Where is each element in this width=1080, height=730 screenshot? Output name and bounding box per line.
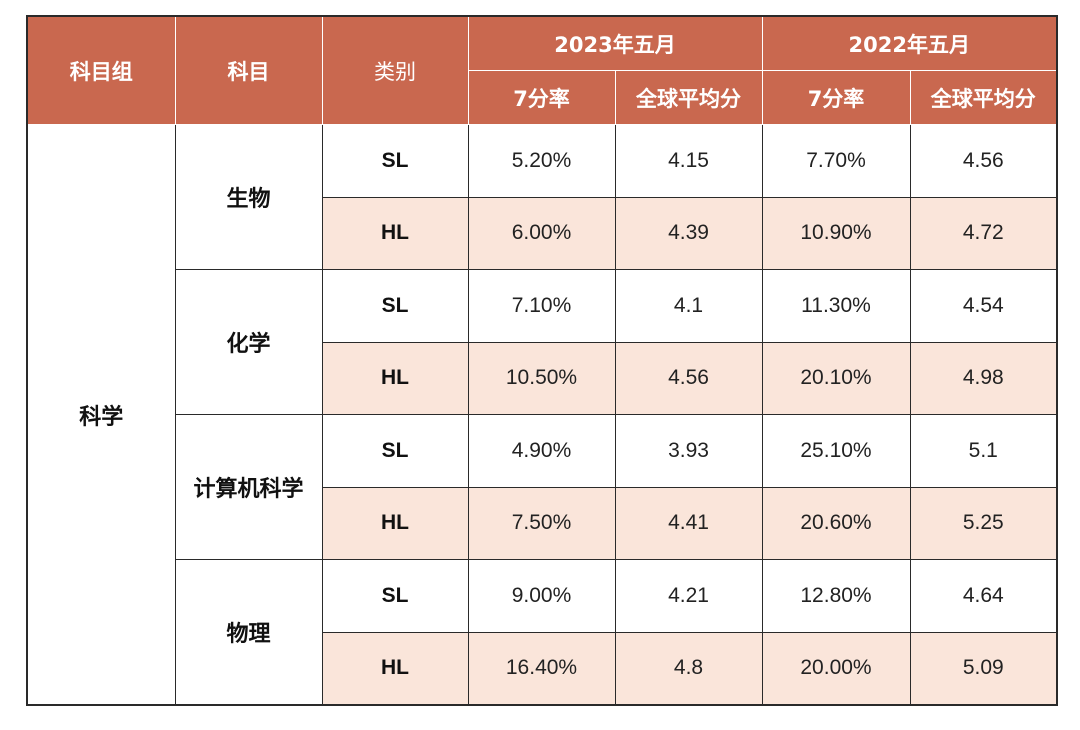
rate-2023-cell: 5.20% (467, 124, 616, 198)
rate-2023-cell: 6.00% (467, 196, 616, 270)
avg-2022-cell: 4.72 (909, 196, 1058, 270)
score-table-container: 科目组 科目 类别 2023年五月 2022年五月 7分率 全球平均分 7分率 … (26, 15, 1058, 706)
avg-2023-cell: 4.41 (614, 486, 763, 560)
avg-2023-cell: 4.8 (614, 631, 763, 706)
table-row: HL 16.40% 4.8 20.00% 5.09 (27, 631, 1058, 706)
avg-2022-cell: 5.1 (909, 414, 1058, 488)
table-header: 科目组 科目 类别 2023年五月 2022年五月 7分率 全球平均分 7分率 … (26, 15, 1058, 125)
rate-2023-cell: 9.00% (467, 559, 616, 633)
rate-2022-cell: 10.90% (761, 196, 911, 270)
rate-2022-cell: 20.10% (761, 341, 911, 415)
avg-2022-cell: 5.25 (909, 486, 1058, 560)
level-cell: SL (321, 124, 469, 198)
level-cell: HL (321, 341, 469, 415)
level-cell: HL (321, 196, 469, 270)
level-cell: SL (321, 414, 469, 488)
level-cell: SL (321, 559, 469, 633)
avg-2023-cell: 4.15 (614, 124, 763, 198)
header-year-2023: 2023年五月 (467, 15, 763, 71)
subject-cell: 计算机科学 (174, 414, 323, 560)
table-row: 计算机科学 SL 4.90% 3.93 25.10% 5.1 (27, 414, 1058, 560)
header-group: 科目组 (26, 15, 176, 125)
group-cell: 科学 (26, 124, 176, 706)
table-row: 物理 SL 9.00% 4.21 12.80% 4.64 (27, 559, 1058, 706)
header-rate-2023: 7分率 (467, 70, 616, 125)
avg-2023-cell: 3.93 (614, 414, 763, 488)
rate-2023-cell: 16.40% (467, 631, 616, 706)
header-subject: 科目 (174, 15, 323, 125)
table-body: 科学 生物 SL 5.20% 4.15 7.70% 4.56 HL 6.00% … (26, 124, 1058, 706)
avg-2022-cell: 4.56 (909, 124, 1058, 198)
avg-2022-cell: 4.98 (909, 341, 1058, 415)
header-avg-2022: 全球平均分 (909, 70, 1058, 125)
level-cell: SL (321, 269, 469, 343)
rate-2023-cell: 7.50% (467, 486, 616, 560)
header-category: 类别 (321, 15, 469, 125)
rate-2022-cell: 11.30% (761, 269, 911, 343)
header-avg-2023: 全球平均分 (614, 70, 763, 125)
subject-cell: 物理 (174, 559, 323, 706)
avg-2022-cell: 4.64 (909, 559, 1058, 633)
level-cell: HL (321, 486, 469, 560)
table-row: 科学 生物 SL 5.20% 4.15 7.70% 4.56 (26, 124, 1058, 706)
rate-2022-cell: 20.60% (761, 486, 911, 560)
table-row: HL 6.00% 4.39 10.90% 4.72 (27, 196, 1058, 270)
avg-2023-cell: 4.21 (614, 559, 763, 633)
table-row: HL 7.50% 4.41 20.60% 5.25 (27, 486, 1058, 560)
rate-2022-cell: 20.00% (761, 631, 911, 706)
rate-2023-cell: 10.50% (467, 341, 616, 415)
header-year-2022: 2022年五月 (761, 15, 1058, 71)
avg-2023-cell: 4.56 (614, 341, 763, 415)
avg-2023-cell: 4.39 (614, 196, 763, 270)
avg-2022-cell: 4.54 (909, 269, 1058, 343)
avg-2023-cell: 4.1 (614, 269, 763, 343)
rate-2022-cell: 7.70% (761, 124, 911, 198)
header-rate-2022: 7分率 (761, 70, 911, 125)
ib-score-table: 科目组 科目 类别 2023年五月 2022年五月 7分率 全球平均分 7分率 … (26, 15, 1058, 706)
rate-2022-cell: 12.80% (761, 559, 911, 633)
subject-cell: 化学 (174, 269, 323, 415)
level-cell: HL (321, 631, 469, 706)
rate-2023-cell: 7.10% (467, 269, 616, 343)
table-row: 化学 SL 7.10% 4.1 11.30% 4.54 (27, 269, 1058, 415)
rate-2023-cell: 4.90% (467, 414, 616, 488)
avg-2022-cell: 5.09 (909, 631, 1058, 706)
subject-cell: 生物 (174, 124, 323, 270)
table-row: HL 10.50% 4.56 20.10% 4.98 (27, 341, 1058, 415)
rate-2022-cell: 25.10% (761, 414, 911, 488)
